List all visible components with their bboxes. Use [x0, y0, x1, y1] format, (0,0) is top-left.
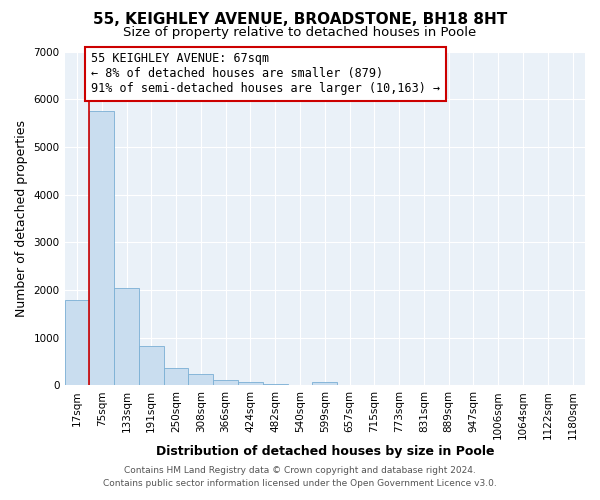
- Bar: [114, 288, 139, 386]
- Text: Size of property relative to detached houses in Poole: Size of property relative to detached ho…: [124, 26, 476, 39]
- Bar: [188, 374, 213, 386]
- Y-axis label: Number of detached properties: Number of detached properties: [15, 120, 28, 317]
- Bar: [263, 384, 287, 386]
- Bar: [89, 111, 114, 386]
- Text: 55 KEIGHLEY AVENUE: 67sqm
← 8% of detached houses are smaller (879)
91% of semi-: 55 KEIGHLEY AVENUE: 67sqm ← 8% of detach…: [91, 52, 440, 96]
- Text: Contains HM Land Registry data © Crown copyright and database right 2024.
Contai: Contains HM Land Registry data © Crown c…: [103, 466, 497, 487]
- Text: 55, KEIGHLEY AVENUE, BROADSTONE, BH18 8HT: 55, KEIGHLEY AVENUE, BROADSTONE, BH18 8H…: [93, 12, 507, 28]
- X-axis label: Distribution of detached houses by size in Poole: Distribution of detached houses by size …: [155, 444, 494, 458]
- Bar: [164, 368, 188, 386]
- Bar: [238, 382, 263, 386]
- Bar: [139, 346, 164, 386]
- Bar: [213, 380, 238, 386]
- Bar: [313, 382, 337, 386]
- Bar: [65, 300, 89, 386]
